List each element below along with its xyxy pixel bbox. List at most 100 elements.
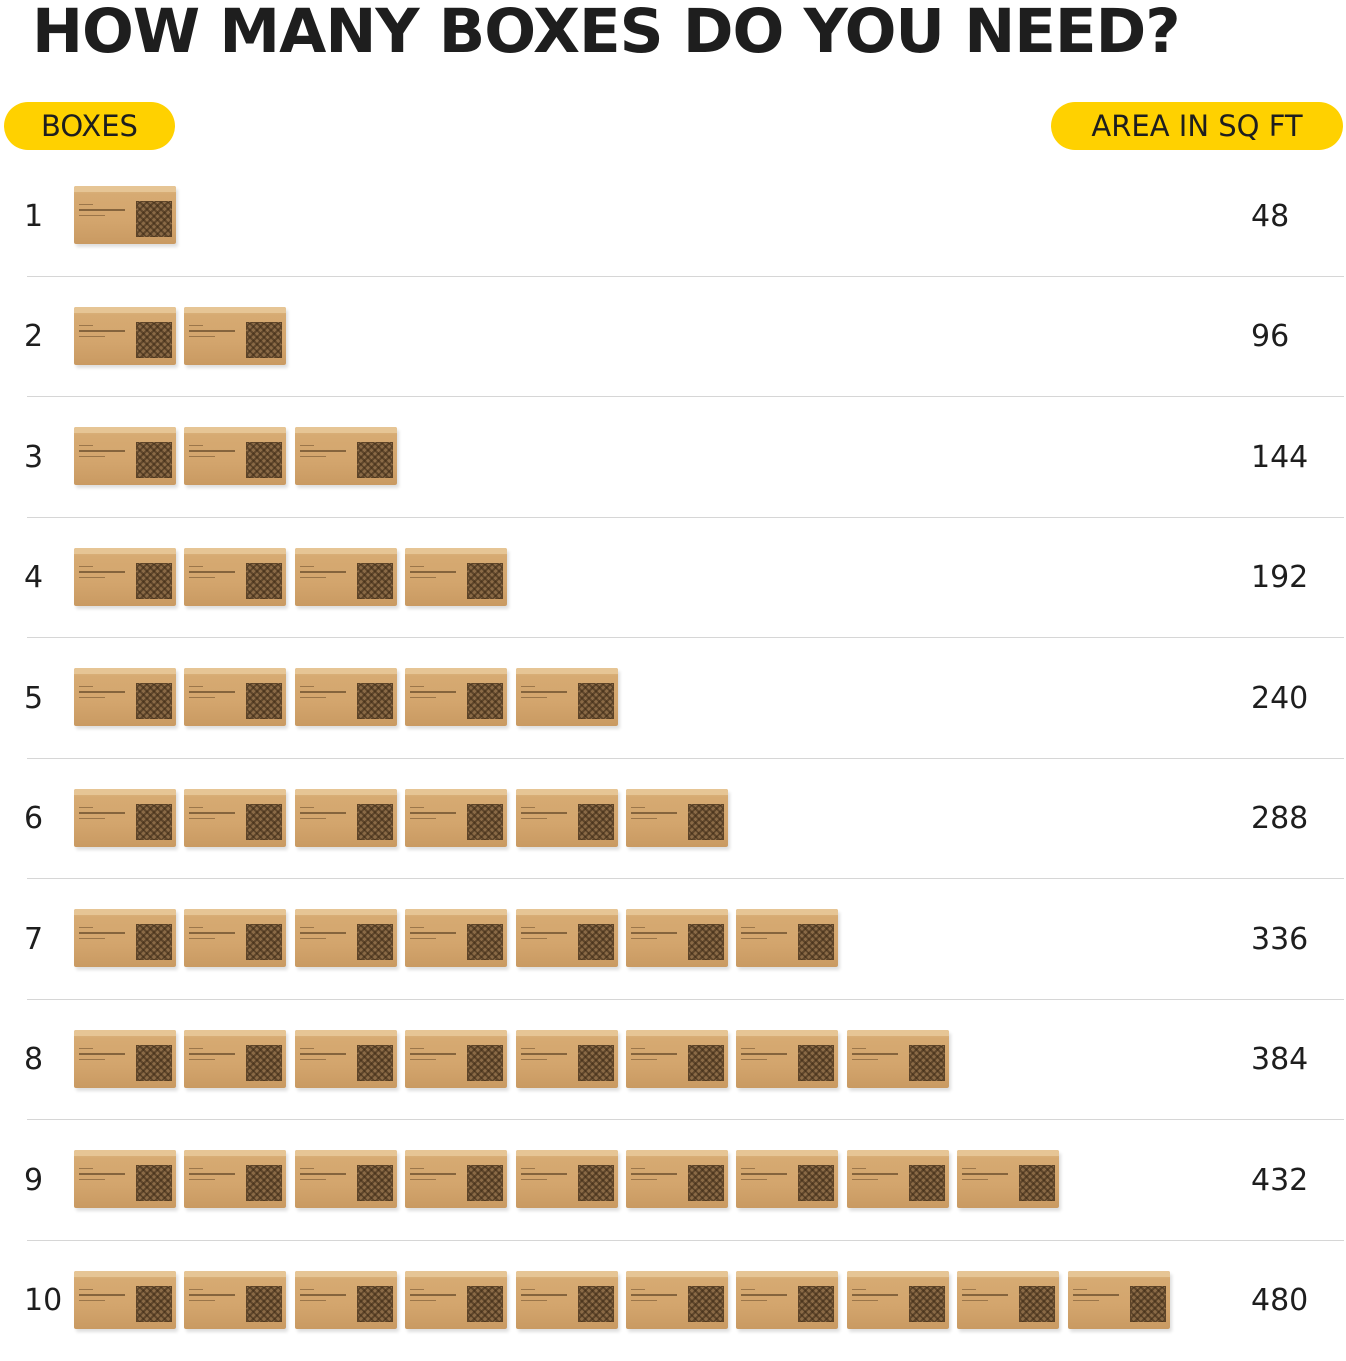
box-label-line	[79, 204, 93, 205]
box-label-line	[189, 1294, 235, 1296]
box-label-line	[300, 1059, 326, 1060]
box-icon	[184, 668, 286, 726]
floor-tile-icon	[467, 1045, 503, 1081]
box-label-line	[852, 1053, 898, 1055]
box-icon	[74, 668, 176, 726]
box-label-line	[852, 1059, 878, 1060]
box-icon	[74, 1271, 176, 1329]
page-title: HOW MANY BOXES DO YOU NEED?	[32, 0, 1180, 68]
floor-tile-icon	[246, 804, 282, 840]
box-label-line	[962, 1289, 976, 1290]
area-cell: 48	[1251, 156, 1289, 277]
box-flap	[295, 548, 397, 554]
box-flap	[736, 1271, 838, 1277]
box-flap	[405, 1030, 507, 1036]
box-flap	[405, 548, 507, 554]
box-count-cell: 1	[24, 156, 43, 277]
floor-tile-icon	[136, 1165, 172, 1201]
box-label-line	[521, 697, 547, 698]
box-label-line	[410, 812, 456, 814]
floor-tile-icon	[1019, 1286, 1055, 1322]
box-label-line	[852, 1048, 866, 1049]
box-count-cell: 9	[24, 1120, 43, 1241]
box-label-line	[189, 456, 215, 457]
box-label-line	[410, 818, 436, 819]
box-label-line	[521, 927, 535, 928]
box-label-line	[410, 1294, 456, 1296]
box-label-line	[410, 566, 424, 567]
area-header-badge: AREA IN SQ FT	[1051, 102, 1343, 150]
box-label-line	[962, 1173, 1008, 1175]
box-label-line	[79, 1300, 105, 1301]
box-label-line	[521, 1168, 535, 1169]
box-label-line	[410, 938, 436, 939]
box-icon	[295, 1030, 397, 1088]
box-flap	[295, 668, 397, 674]
box-flap	[74, 186, 176, 192]
box-label-line	[79, 1179, 105, 1180]
box-flap	[405, 1271, 507, 1277]
box-label-line	[300, 566, 314, 567]
box-icon	[405, 1030, 507, 1088]
box-icon	[736, 909, 838, 967]
box-label-line	[189, 1053, 235, 1055]
box-label-line	[79, 566, 93, 567]
box-label-line	[79, 1059, 105, 1060]
box-label-line	[521, 1179, 547, 1180]
box-flap	[74, 307, 176, 313]
box-icon	[295, 548, 397, 606]
box-flap	[295, 789, 397, 795]
box-label-line	[300, 1179, 326, 1180]
box-label-line	[741, 1300, 767, 1301]
floor-tile-icon	[357, 683, 393, 719]
box-label-line	[300, 1289, 314, 1290]
box-icon	[1068, 1271, 1170, 1329]
area-cell: 336	[1251, 879, 1308, 1000]
box-label-line	[631, 932, 677, 934]
box-icon	[295, 1150, 397, 1208]
box-icon	[626, 909, 728, 967]
box-label-line	[300, 691, 346, 693]
floor-tile-icon	[136, 1286, 172, 1322]
floor-tile-icon	[246, 1286, 282, 1322]
box-label-line	[631, 1048, 645, 1049]
box-icon	[74, 789, 176, 847]
box-flap	[516, 789, 618, 795]
box-icon	[184, 548, 286, 606]
floor-tile-icon	[246, 1165, 282, 1201]
box-flap	[184, 307, 286, 313]
box-flap	[736, 1030, 838, 1036]
box-label-line	[852, 1179, 878, 1180]
box-count-cell: 7	[24, 879, 43, 1000]
floor-tile-icon	[798, 1165, 834, 1201]
box-label-line	[189, 818, 215, 819]
box-icon	[74, 1150, 176, 1208]
area-cell: 144	[1251, 397, 1308, 518]
box-label-line	[189, 807, 203, 808]
box-label-line	[189, 450, 235, 452]
box-flap	[516, 909, 618, 915]
box-label-line	[300, 686, 314, 687]
box-icon	[516, 668, 618, 726]
floor-tile-icon	[688, 1165, 724, 1201]
floor-tile-icon	[246, 924, 282, 960]
floor-tile-icon	[136, 804, 172, 840]
box-label-line	[410, 1048, 424, 1049]
floor-tile-icon	[357, 563, 393, 599]
box-label-line	[189, 812, 235, 814]
box-label-line	[79, 325, 93, 326]
box-label-line	[189, 330, 235, 332]
box-label-line	[521, 1053, 567, 1055]
box-icon	[74, 307, 176, 365]
box-label-line	[521, 1294, 567, 1296]
box-label-line	[1073, 1294, 1119, 1296]
box-label-line	[300, 927, 314, 928]
box-icon	[736, 1271, 838, 1329]
area-header-label: AREA IN SQ FT	[1091, 109, 1302, 143]
box-label-line	[410, 927, 424, 928]
box-label-line	[410, 691, 456, 693]
floor-tile-icon	[798, 1045, 834, 1081]
